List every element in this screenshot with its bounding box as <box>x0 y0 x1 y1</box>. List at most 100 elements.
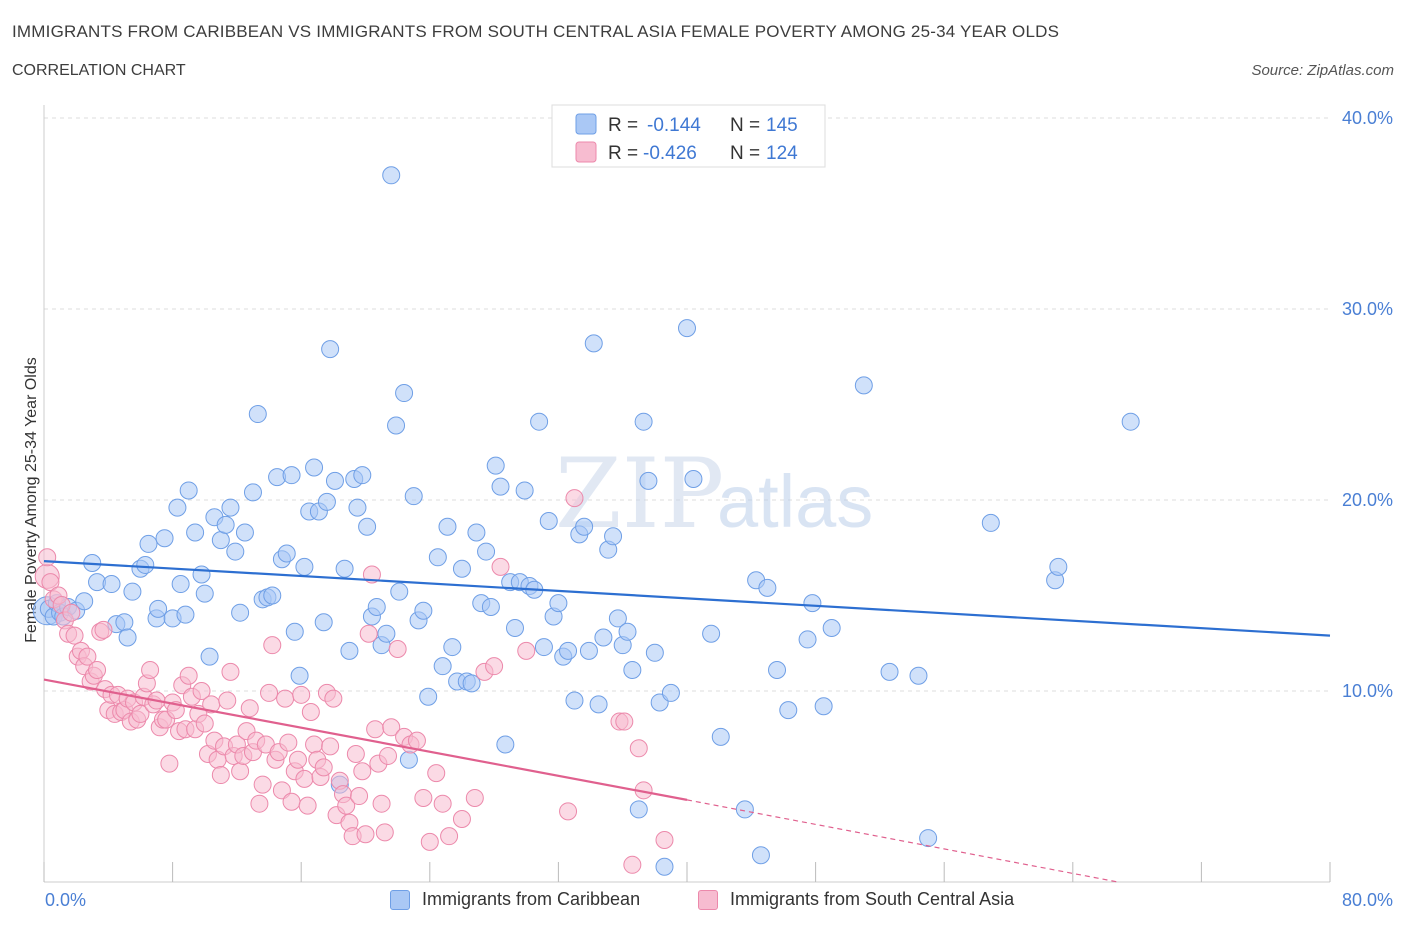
point-south-central-asia <box>379 746 398 765</box>
point-caribbean <box>467 523 486 542</box>
point-caribbean <box>168 498 187 517</box>
point-caribbean <box>559 641 578 660</box>
point-caribbean <box>491 477 510 496</box>
point-caribbean <box>414 601 433 620</box>
point-caribbean <box>452 559 471 578</box>
stats-r-label: R = <box>608 143 638 164</box>
point-caribbean <box>803 594 822 613</box>
source-label: Source: ZipAtlas.com <box>1251 62 1394 79</box>
point-caribbean <box>136 555 155 574</box>
point-south-central-asia <box>337 796 356 815</box>
point-south-central-asia <box>231 762 250 781</box>
stats-swatch-south-central-asia <box>575 141 597 163</box>
chart-title: IMMIGRANTS FROM CARIBBEAN VS IMMIGRANTS … <box>12 22 1060 41</box>
point-south-central-asia <box>65 626 84 645</box>
y-tick-label: 40.0% <box>1342 108 1393 128</box>
legend-item-caribbean[interactable]: Immigrants from Caribbean <box>390 889 640 910</box>
point-caribbean <box>195 584 214 603</box>
point-south-central-asia <box>38 548 57 567</box>
point-south-central-asia <box>41 573 60 592</box>
point-caribbean <box>589 695 608 714</box>
point-caribbean <box>678 319 696 338</box>
point-caribbean <box>235 523 254 542</box>
point-south-central-asia <box>356 825 375 844</box>
legend-swatch-caribbean <box>390 889 410 910</box>
point-south-central-asia <box>559 802 578 821</box>
point-south-central-asia <box>382 718 401 737</box>
point-caribbean <box>623 660 642 679</box>
point-south-central-asia <box>414 788 433 807</box>
point-south-central-asia <box>388 639 407 658</box>
point-caribbean <box>702 624 721 643</box>
point-south-central-asia <box>366 720 385 739</box>
point-caribbean <box>711 727 730 746</box>
point-caribbean <box>534 638 553 657</box>
point-caribbean <box>314 613 333 632</box>
point-south-central-asia <box>314 758 333 777</box>
point-south-central-asia <box>427 764 446 783</box>
point-caribbean <box>798 630 817 649</box>
stats-n-value-south-central-asia: 124 <box>766 143 798 164</box>
legend-item-south-central-asia[interactable]: Immigrants from South Central Asia <box>698 889 1014 910</box>
point-caribbean <box>1049 557 1068 576</box>
point-caribbean <box>192 565 211 584</box>
point-caribbean <box>305 458 324 477</box>
point-south-central-asia <box>615 712 634 731</box>
point-south-central-asia <box>218 691 237 710</box>
point-caribbean <box>348 498 367 517</box>
point-caribbean <box>231 603 250 622</box>
point-caribbean <box>377 624 396 643</box>
x-axis-max-label: 80.0% <box>1341 890 1393 910</box>
point-south-central-asia <box>324 689 343 708</box>
point-south-central-asia <box>359 624 378 643</box>
point-south-central-asia <box>321 737 340 756</box>
point-caribbean <box>594 628 613 647</box>
point-caribbean <box>579 641 598 660</box>
point-caribbean <box>565 691 584 710</box>
point-caribbean <box>639 471 658 490</box>
point-caribbean <box>443 638 462 657</box>
point-caribbean <box>684 469 703 488</box>
point-south-central-asia <box>221 662 240 681</box>
point-caribbean <box>575 517 594 536</box>
point-caribbean <box>629 800 648 819</box>
trend-line-south-central-asia-extension <box>686 799 1118 883</box>
point-caribbean <box>221 498 240 517</box>
point-south-central-asia <box>350 787 369 806</box>
stats-legend: R = -0.144 N = 145 R = -0.426 N = 124 <box>551 104 826 168</box>
point-caribbean <box>530 412 549 431</box>
point-caribbean <box>325 471 344 490</box>
point-caribbean <box>584 334 603 353</box>
point-south-central-asia <box>353 762 372 781</box>
point-caribbean <box>295 557 314 576</box>
point-south-central-asia <box>276 689 295 708</box>
point-caribbean <box>768 660 787 679</box>
chart-subtitle: CORRELATION CHART <box>12 62 186 79</box>
watermark-atlas: atlas <box>717 460 873 543</box>
point-caribbean <box>367 597 386 616</box>
point-caribbean <box>618 622 637 641</box>
point-caribbean <box>419 687 438 706</box>
stats-r-value-caribbean: -0.144 <box>647 115 701 136</box>
point-caribbean <box>779 701 798 720</box>
point-south-central-asia <box>78 647 97 666</box>
point-caribbean <box>123 582 142 601</box>
point-caribbean <box>335 559 354 578</box>
point-caribbean <box>216 515 235 534</box>
point-caribbean <box>358 517 377 536</box>
point-caribbean <box>102 575 121 594</box>
point-south-central-asia <box>253 775 272 794</box>
point-caribbean <box>462 674 481 693</box>
legend-swatch-south-central-asia <box>698 889 718 910</box>
point-south-central-asia <box>131 704 150 723</box>
point-caribbean <box>505 618 524 637</box>
point-caribbean <box>263 586 282 605</box>
point-caribbean <box>751 846 770 865</box>
point-south-central-asia <box>88 660 107 679</box>
point-caribbean <box>211 531 230 550</box>
point-caribbean <box>115 613 134 632</box>
point-caribbean <box>395 384 414 403</box>
point-south-central-asia <box>375 823 394 842</box>
point-caribbean <box>353 466 372 485</box>
point-caribbean <box>226 542 245 561</box>
